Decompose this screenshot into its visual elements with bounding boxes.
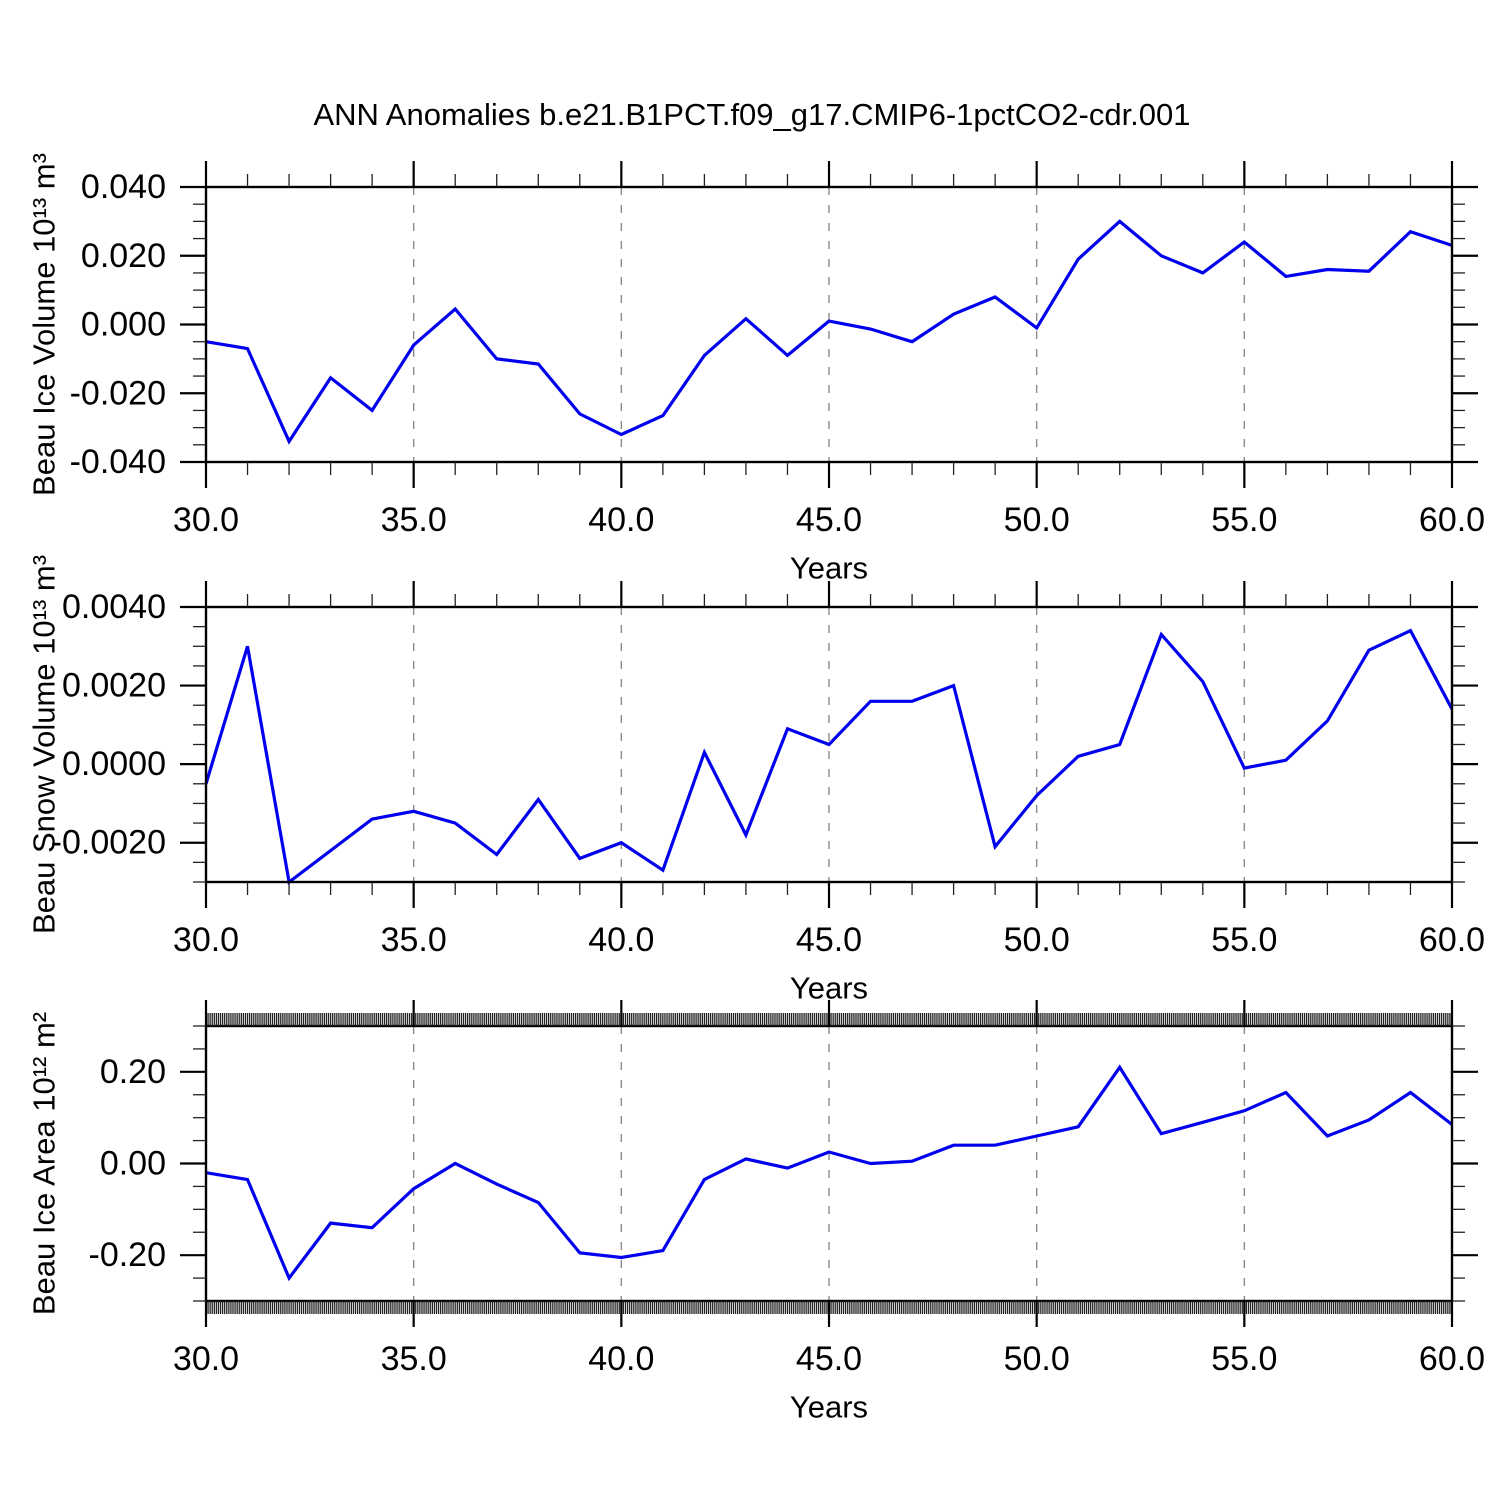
x-tick-label: 55.0 [1211, 921, 1277, 959]
x-tick-label: 50.0 [1004, 921, 1070, 959]
y-axis-title: Beau Ice Area 10¹² m² [27, 1012, 62, 1315]
x-tick-label: 35.0 [381, 921, 447, 959]
x-tick-label: 60.0 [1419, 921, 1485, 959]
x-tick-label: 50.0 [1004, 1340, 1070, 1378]
panel-2: 0.0040 0.0020 0.0000 -0.0020 30.0 35.0 40.0 45.… [27, 555, 1486, 1006]
x-axis-title: Years [790, 1390, 868, 1425]
x-tick-label: 30.0 [173, 921, 239, 959]
x-tick-label: 40.0 [588, 501, 654, 539]
y-tick-label: -0.020 [70, 374, 166, 412]
y-tick-label: -0.0020 [51, 824, 166, 862]
y-tick-label: 0.20 [100, 1053, 166, 1091]
x-tick-label: 60.0 [1419, 1340, 1485, 1378]
x-tick-label: 40.0 [588, 921, 654, 959]
x-tick-label: 45.0 [796, 501, 862, 539]
x-tick-label: 45.0 [796, 1340, 862, 1378]
y-tick-label: -0.040 [70, 443, 166, 481]
x-axis-title: Years [790, 551, 868, 586]
y-tick-label: 0.0040 [62, 588, 166, 626]
x-tick-label: 45.0 [796, 921, 862, 959]
series-line-panel-3 [205, 1064, 1453, 1282]
y-tick-label: 0.000 [81, 306, 166, 344]
y-axis-title: Beau Snow Volume 10¹³ m³ [27, 555, 62, 934]
series-line-panel-1 [205, 219, 1453, 445]
x-tick-label: 40.0 [588, 1340, 654, 1378]
y-tick-label: -0.20 [89, 1236, 167, 1274]
y-tick-label: 0.040 [81, 168, 166, 206]
y-axis-title: Beau Ice Volume 10¹³ m³ [27, 153, 62, 496]
x-tick-label: 60.0 [1419, 501, 1485, 539]
x-tick-label: 50.0 [1004, 501, 1070, 539]
x-axis-title: Years [790, 971, 868, 1006]
chart-title: ANN Anomalies b.e21.B1PCT.f09_g17.CMIP6-… [313, 97, 1190, 132]
x-tick-label: 35.0 [381, 1340, 447, 1378]
panel-3: 0.20 0.00 -0.20 30.0 35.0 40.0 45.0 50.0 55.0 60.… [27, 1000, 1485, 1425]
x-tick-label: 55.0 [1211, 501, 1277, 539]
series-line-panel-2 [204, 628, 1454, 885]
x-tick-label: 30.0 [173, 501, 239, 539]
x-tick-label: 55.0 [1211, 1340, 1277, 1378]
x-tick-label: 30.0 [173, 1340, 239, 1378]
y-tick-label: 0.0000 [62, 745, 166, 783]
x-tick-label: 35.0 [381, 501, 447, 539]
y-tick-label: 0.020 [81, 237, 166, 275]
y-tick-label: 0.0020 [62, 667, 166, 705]
y-tick-label: 0.00 [100, 1145, 166, 1183]
